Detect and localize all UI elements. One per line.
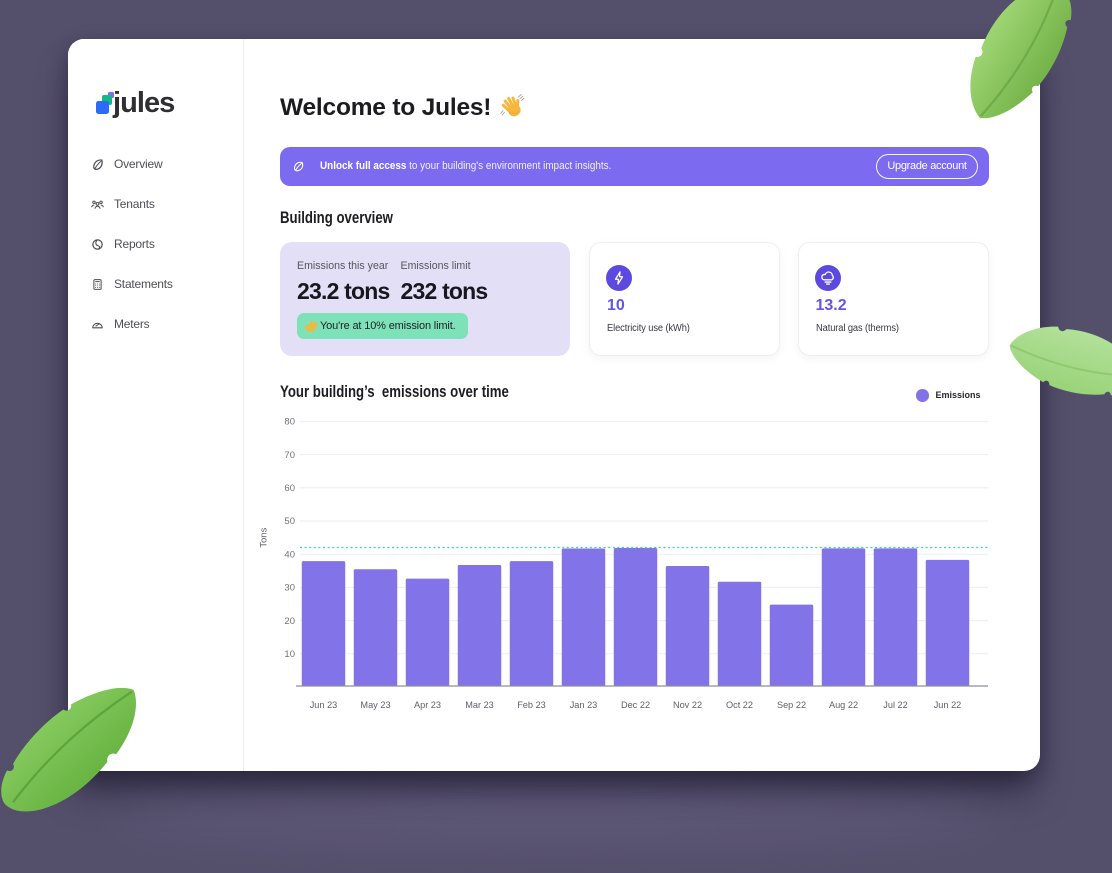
svg-text:40: 40 <box>284 549 295 560</box>
svg-text:50: 50 <box>284 516 295 527</box>
svg-text:Aug 22: Aug 22 <box>829 700 858 710</box>
svg-text:Jan 23: Jan 23 <box>570 700 598 710</box>
svg-text:Dec 22: Dec 22 <box>621 700 650 710</box>
svg-text:Jun 22: Jun 22 <box>934 700 962 710</box>
svg-text:Feb 23: Feb 23 <box>517 700 546 710</box>
svg-text:Jun 23: Jun 23 <box>310 700 338 710</box>
svg-text:Sep 22: Sep 22 <box>777 700 806 710</box>
svg-text:60: 60 <box>284 483 295 494</box>
svg-text:Mar 23: Mar 23 <box>465 700 494 710</box>
svg-text:Jul 22: Jul 22 <box>883 700 908 710</box>
svg-text:10: 10 <box>284 649 295 660</box>
svg-text:Tons: Tons <box>259 527 270 547</box>
svg-text:Oct 22: Oct 22 <box>726 700 753 710</box>
svg-text:Nov 22: Nov 22 <box>673 700 702 710</box>
svg-text:20: 20 <box>284 616 295 627</box>
svg-text:May 23: May 23 <box>360 700 390 710</box>
svg-text:Apr 23: Apr 23 <box>414 700 441 710</box>
svg-text:30: 30 <box>284 583 295 594</box>
svg-text:80: 80 <box>284 417 295 428</box>
svg-text:70: 70 <box>284 450 295 461</box>
